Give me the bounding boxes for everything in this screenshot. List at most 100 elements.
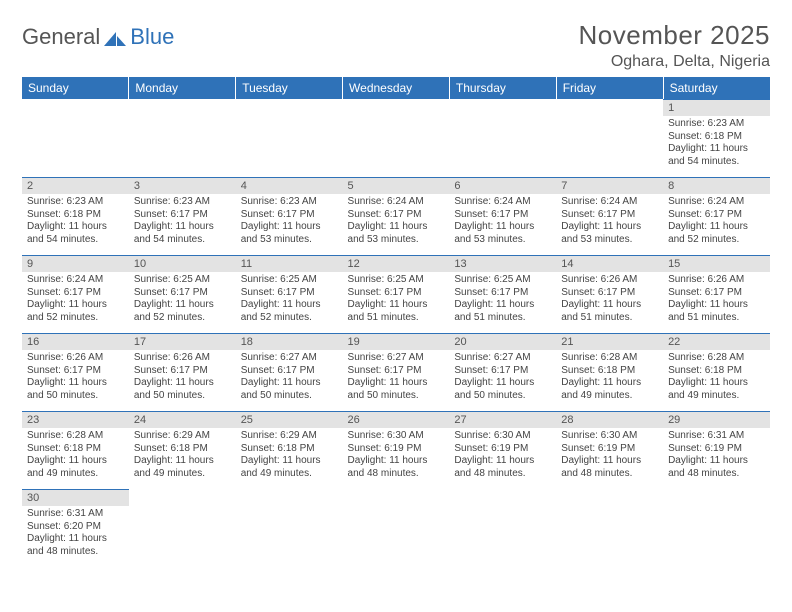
empty-cell (449, 99, 556, 177)
day-number: 19 (343, 333, 450, 350)
day-details: Sunrise: 6:23 AMSunset: 6:17 PMDaylight:… (129, 194, 236, 249)
sunset-line: Sunset: 6:17 PM (241, 209, 338, 222)
day-cell: 21Sunrise: 6:28 AMSunset: 6:18 PMDayligh… (556, 333, 663, 411)
day-cell: 11Sunrise: 6:25 AMSunset: 6:17 PMDayligh… (236, 255, 343, 333)
day-details: Sunrise: 6:25 AMSunset: 6:17 PMDaylight:… (449, 272, 556, 327)
day-cell: 22Sunrise: 6:28 AMSunset: 6:18 PMDayligh… (663, 333, 770, 411)
day-details: Sunrise: 6:24 AMSunset: 6:17 PMDaylight:… (343, 194, 450, 249)
daylight-line: Daylight: 11 hours and 50 minutes. (241, 377, 338, 402)
calendar-row: 1Sunrise: 6:23 AMSunset: 6:18 PMDaylight… (22, 99, 770, 177)
day-details: Sunrise: 6:29 AMSunset: 6:18 PMDaylight:… (236, 428, 343, 483)
daylight-line: Daylight: 11 hours and 52 minutes. (27, 299, 124, 324)
sunrise-line: Sunrise: 6:24 AM (668, 196, 765, 209)
day-cell: 8Sunrise: 6:24 AMSunset: 6:17 PMDaylight… (663, 177, 770, 255)
sunset-line: Sunset: 6:19 PM (561, 443, 658, 456)
sunrise-line: Sunrise: 6:24 AM (561, 196, 658, 209)
weekday-header-row: SundayMondayTuesdayWednesdayThursdayFrid… (22, 77, 770, 99)
day-number: 13 (449, 255, 556, 272)
daylight-line: Daylight: 11 hours and 49 minutes. (27, 455, 124, 480)
sunset-line: Sunset: 6:18 PM (134, 443, 231, 456)
sunset-line: Sunset: 6:17 PM (134, 365, 231, 378)
day-number: 5 (343, 177, 450, 194)
sunrise-line: Sunrise: 6:25 AM (454, 274, 551, 287)
sunrise-line: Sunrise: 6:31 AM (27, 508, 124, 521)
sunset-line: Sunset: 6:17 PM (134, 287, 231, 300)
daylight-line: Daylight: 11 hours and 50 minutes. (134, 377, 231, 402)
daylight-line: Daylight: 11 hours and 49 minutes. (668, 377, 765, 402)
day-details: Sunrise: 6:26 AMSunset: 6:17 PMDaylight:… (663, 272, 770, 327)
day-number: 17 (129, 333, 236, 350)
sunrise-line: Sunrise: 6:25 AM (134, 274, 231, 287)
logo: General Blue (22, 24, 174, 50)
daylight-line: Daylight: 11 hours and 51 minutes. (348, 299, 445, 324)
sunrise-line: Sunrise: 6:28 AM (668, 352, 765, 365)
sunrise-line: Sunrise: 6:23 AM (27, 196, 124, 209)
weekday-header: Monday (129, 77, 236, 99)
day-details: Sunrise: 6:26 AMSunset: 6:17 PMDaylight:… (556, 272, 663, 327)
location: Oghara, Delta, Nigeria (579, 53, 771, 71)
sunset-line: Sunset: 6:19 PM (454, 443, 551, 456)
day-cell: 28Sunrise: 6:30 AMSunset: 6:19 PMDayligh… (556, 411, 663, 489)
day-cell: 19Sunrise: 6:27 AMSunset: 6:17 PMDayligh… (343, 333, 450, 411)
day-details: Sunrise: 6:27 AMSunset: 6:17 PMDaylight:… (343, 350, 450, 405)
sunset-line: Sunset: 6:18 PM (668, 365, 765, 378)
sunrise-line: Sunrise: 6:30 AM (454, 430, 551, 443)
daylight-line: Daylight: 11 hours and 52 minutes. (668, 221, 765, 246)
page: General Blue November 2025 Oghara, Delta… (0, 0, 792, 577)
sunset-line: Sunset: 6:19 PM (668, 443, 765, 456)
daylight-line: Daylight: 11 hours and 50 minutes. (27, 377, 124, 402)
day-cell: 4Sunrise: 6:23 AMSunset: 6:17 PMDaylight… (236, 177, 343, 255)
day-details: Sunrise: 6:30 AMSunset: 6:19 PMDaylight:… (449, 428, 556, 483)
day-number: 25 (236, 411, 343, 428)
header-row: General Blue November 2025 Oghara, Delta… (22, 20, 770, 71)
day-number: 28 (556, 411, 663, 428)
sunset-line: Sunset: 6:19 PM (348, 443, 445, 456)
daylight-line: Daylight: 11 hours and 49 minutes. (134, 455, 231, 480)
empty-cell (556, 489, 663, 567)
day-details: Sunrise: 6:23 AMSunset: 6:17 PMDaylight:… (236, 194, 343, 249)
day-number: 11 (236, 255, 343, 272)
daylight-line: Daylight: 11 hours and 48 minutes. (27, 533, 124, 558)
sunset-line: Sunset: 6:17 PM (454, 209, 551, 222)
day-cell: 30Sunrise: 6:31 AMSunset: 6:20 PMDayligh… (22, 489, 129, 567)
sunrise-line: Sunrise: 6:26 AM (561, 274, 658, 287)
day-cell: 18Sunrise: 6:27 AMSunset: 6:17 PMDayligh… (236, 333, 343, 411)
sunrise-line: Sunrise: 6:28 AM (27, 430, 124, 443)
day-details: Sunrise: 6:31 AMSunset: 6:20 PMDaylight:… (22, 506, 129, 561)
day-cell: 5Sunrise: 6:24 AMSunset: 6:17 PMDaylight… (343, 177, 450, 255)
sunrise-line: Sunrise: 6:23 AM (134, 196, 231, 209)
daylight-line: Daylight: 11 hours and 51 minutes. (454, 299, 551, 324)
day-cell: 6Sunrise: 6:24 AMSunset: 6:17 PMDaylight… (449, 177, 556, 255)
day-details: Sunrise: 6:26 AMSunset: 6:17 PMDaylight:… (129, 350, 236, 405)
sunrise-line: Sunrise: 6:31 AM (668, 430, 765, 443)
day-details: Sunrise: 6:24 AMSunset: 6:17 PMDaylight:… (663, 194, 770, 249)
sunset-line: Sunset: 6:17 PM (561, 287, 658, 300)
day-cell: 10Sunrise: 6:25 AMSunset: 6:17 PMDayligh… (129, 255, 236, 333)
day-number: 26 (343, 411, 450, 428)
sunrise-line: Sunrise: 6:28 AM (561, 352, 658, 365)
sunset-line: Sunset: 6:17 PM (241, 365, 338, 378)
day-cell: 12Sunrise: 6:25 AMSunset: 6:17 PMDayligh… (343, 255, 450, 333)
daylight-line: Daylight: 11 hours and 52 minutes. (241, 299, 338, 324)
month-title: November 2025 (579, 20, 771, 51)
day-number: 21 (556, 333, 663, 350)
daylight-line: Daylight: 11 hours and 54 minutes. (134, 221, 231, 246)
daylight-line: Daylight: 11 hours and 53 minutes. (561, 221, 658, 246)
calendar-table: SundayMondayTuesdayWednesdayThursdayFrid… (22, 77, 770, 567)
sunrise-line: Sunrise: 6:24 AM (348, 196, 445, 209)
calendar-row: 2Sunrise: 6:23 AMSunset: 6:18 PMDaylight… (22, 177, 770, 255)
day-details: Sunrise: 6:23 AMSunset: 6:18 PMDaylight:… (663, 116, 770, 171)
title-block: November 2025 Oghara, Delta, Nigeria (579, 20, 771, 71)
weekday-header: Saturday (663, 77, 770, 99)
day-number: 18 (236, 333, 343, 350)
day-details: Sunrise: 6:25 AMSunset: 6:17 PMDaylight:… (343, 272, 450, 327)
day-cell: 3Sunrise: 6:23 AMSunset: 6:17 PMDaylight… (129, 177, 236, 255)
day-number: 20 (449, 333, 556, 350)
day-details: Sunrise: 6:29 AMSunset: 6:18 PMDaylight:… (129, 428, 236, 483)
calendar-row: 9Sunrise: 6:24 AMSunset: 6:17 PMDaylight… (22, 255, 770, 333)
day-cell: 9Sunrise: 6:24 AMSunset: 6:17 PMDaylight… (22, 255, 129, 333)
day-cell: 16Sunrise: 6:26 AMSunset: 6:17 PMDayligh… (22, 333, 129, 411)
sunset-line: Sunset: 6:17 PM (348, 209, 445, 222)
daylight-line: Daylight: 11 hours and 52 minutes. (134, 299, 231, 324)
daylight-line: Daylight: 11 hours and 54 minutes. (668, 143, 765, 168)
